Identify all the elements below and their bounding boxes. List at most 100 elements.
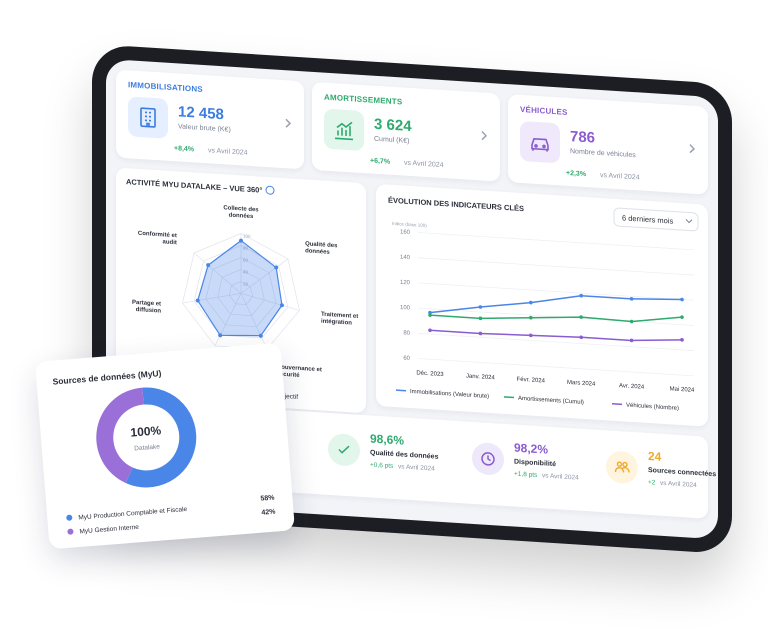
radar-axis-label: Qualité desdonnées [305, 241, 338, 256]
r-tick-label: 80 [243, 246, 248, 251]
period-label: 6 derniers mois [622, 213, 673, 225]
donut-center-value: 100% [130, 423, 162, 439]
radar-area [197, 239, 283, 337]
kpi-label: Nombre de véhicules [570, 148, 636, 160]
donut-center-label: Datalake [134, 443, 161, 452]
donut-title: Sources de données (MyU) [52, 368, 162, 387]
radar-point [258, 333, 263, 338]
stat-delta: +0,6 pts [370, 461, 394, 470]
stat-value: 24 [648, 448, 662, 464]
radar-footer: Objectif [276, 393, 298, 401]
x-tick-label: Mars 2024 [567, 380, 596, 388]
line-point [478, 331, 483, 336]
kpi-delta: +6,7% [370, 157, 391, 166]
stat-delta: +1,8 pts [514, 470, 538, 480]
stats-panel: 98,6% Qualité des données +0,6 pts vs Av… [236, 407, 716, 519]
line-point [428, 310, 432, 315]
grid-ring [228, 280, 254, 305]
line-point [529, 300, 533, 305]
y-tick-label: 140 [400, 255, 411, 262]
line-point [680, 297, 684, 302]
radar-point [206, 263, 211, 268]
kpi-icon [128, 96, 168, 139]
line-point [579, 293, 583, 298]
y-tick-label: 120 [400, 280, 411, 287]
chevron[interactable] [688, 143, 696, 154]
stat-delta: +2 [648, 478, 656, 487]
line-point [428, 328, 432, 333]
radar-panel: ACTIVITÉ MYU DATALAKE – VUE 360° 20 40 60 8… [116, 167, 366, 414]
line-point [529, 333, 533, 338]
kpi-card[interactable]: VÉHICULES 786 Nombre de véhicules +2,3% … [508, 94, 708, 195]
kpi-value: 12 458 [178, 103, 224, 124]
legend-dot [66, 514, 73, 521]
line-series [430, 329, 683, 342]
legend-swatch [504, 396, 514, 399]
donut-card: Sources de données (MyU) 100% Datalake M… [35, 342, 295, 550]
period-dropdown[interactable] [613, 207, 699, 232]
y-axis-label: Indice (base 100) [392, 221, 427, 228]
spoke [193, 252, 242, 294]
chevron[interactable] [480, 130, 488, 141]
grid-line [418, 282, 694, 301]
grid-line [418, 257, 694, 276]
stat-value: 98,6% [370, 431, 405, 448]
kpi-card[interactable]: IMMOBILISATIONS 12 458 Valeur brute (K€)… [116, 69, 304, 170]
line-point [478, 316, 483, 321]
radar-axis-label: Gouvernance etsécurité [277, 364, 322, 380]
legend-swatch [612, 402, 622, 406]
x-tick-label: Févr. 2024 [517, 377, 546, 385]
kpi-card[interactable]: AMORTISSEMENTS 3 624 Cumul (K€) +6,7% vs… [312, 81, 500, 182]
radar-axis-label: Collecte desdonnées [223, 205, 259, 220]
line-panel: ÉVOLUTION DES INDICATEURS CLÉS 6 dernier… [376, 183, 708, 427]
radar-point [218, 333, 223, 338]
y-tick-label: 160 [400, 229, 411, 236]
grid-ring [217, 268, 265, 317]
donut-slice [96, 387, 144, 484]
line-point [629, 319, 634, 324]
stat-label: Qualité des données [370, 449, 439, 461]
x-tick-label: Avr. 2024 [619, 383, 645, 391]
grid-line [418, 332, 694, 352]
stat: 98,6% Qualité des données +0,6 pts vs Av… [328, 427, 478, 496]
radar-axis-label: Conformité etaudit [138, 231, 177, 246]
stat-compare: vs Avril 2024 [542, 472, 579, 482]
kpi-value: 786 [570, 128, 596, 147]
r-tick-label: 40 [243, 270, 248, 275]
legend-label: Immobilisations (Valeur brute) [410, 389, 489, 400]
spoke [240, 293, 300, 311]
radar-point [239, 238, 243, 243]
chevron[interactable] [284, 118, 292, 129]
kpi-icon [520, 120, 560, 164]
kpi-label: Cumul (K€) [374, 135, 410, 145]
legend-label: MyU Gestion Interne [79, 524, 139, 536]
dropdown-caret [685, 219, 693, 224]
kpi-compare: vs Avril 2024 [208, 147, 248, 157]
stat: 98,2% Disponibilité +1,8 pts vs Avril 20… [472, 436, 622, 505]
legend-label: Amortissements (Cumul) [518, 396, 584, 406]
radar-point [279, 303, 284, 308]
radar-title: ACTIVITÉ MYU DATALAKE – VUE 360° [126, 177, 262, 195]
line-point [579, 315, 583, 319]
legend-swatch [396, 389, 406, 392]
spoke [240, 258, 289, 294]
stat: 24 Sources connectées +2 vs Avril 2024 [606, 444, 718, 513]
line-point [629, 338, 634, 343]
line-series [430, 314, 683, 323]
stat-icon [472, 441, 504, 476]
line-point [680, 338, 684, 342]
spoke [240, 293, 268, 350]
line-point [629, 297, 634, 301]
info-icon[interactable] [265, 185, 275, 195]
donut-slice [125, 387, 197, 488]
spoke [214, 293, 242, 346]
stat-icon [328, 432, 360, 467]
dashboard: IMMOBILISATIONS 12 458 Valeur brute (K€)… [106, 58, 718, 540]
kpi-compare: vs Avril 2024 [404, 159, 444, 170]
y-tick-label: 80 [403, 330, 410, 336]
tablet: IMMOBILISATIONS 12 458 Valeur brute (K€)… [92, 44, 732, 555]
x-tick-label: Janv. 2024 [466, 374, 496, 382]
stat-compare: vs Avril 2024 [660, 479, 697, 490]
stat-icon [606, 450, 638, 485]
